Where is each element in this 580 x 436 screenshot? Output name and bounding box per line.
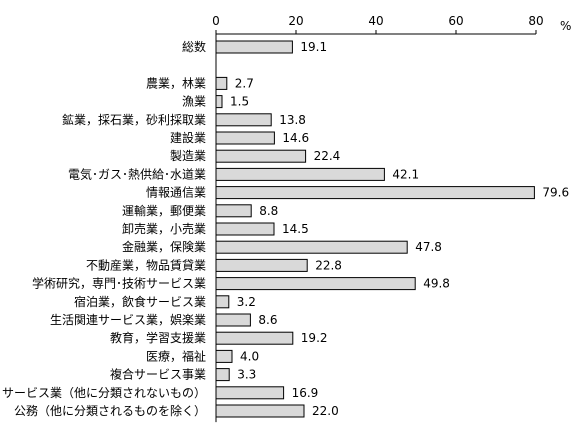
category-label: 建設業 — [170, 130, 206, 145]
value-label: 19.2 — [301, 331, 328, 345]
value-label: 8.6 — [258, 313, 277, 327]
category-label: 情報通信業 — [146, 186, 206, 200]
unit-label: % — [560, 19, 571, 33]
category-label: 鉱業，採石業，砂利採取業 — [62, 112, 206, 127]
tick-label: 40 — [368, 14, 383, 28]
category-label: 教育，学習支援業 — [110, 330, 206, 345]
bar — [215, 40, 293, 54]
bars — [215, 40, 535, 418]
category-label: 生活関連サービス業，娯楽業 — [50, 313, 206, 327]
value-label: 42.1 — [392, 167, 419, 181]
bar — [215, 95, 223, 109]
value-label: 47.8 — [415, 240, 442, 254]
value-label: 3.3 — [237, 368, 256, 382]
bar — [215, 368, 230, 382]
bar — [215, 131, 275, 145]
category-label: 総数 — [182, 39, 206, 54]
bar — [215, 222, 275, 236]
category-label: 学術研究，専門･技術サービス業 — [32, 276, 206, 291]
bar — [215, 313, 251, 327]
value-labels: 19.1 2.7 1.5 13.8 14.6 22.4 42.1 79.6 8.8 14.5 47.… — [230, 40, 569, 418]
bar — [215, 295, 230, 309]
bar — [215, 204, 252, 218]
category-label: 金融業，保険業 — [122, 239, 206, 254]
bar — [215, 240, 408, 254]
tick-label: 80 — [528, 14, 543, 28]
value-label: 22.0 — [312, 404, 339, 418]
category-label: 運輸業，郵便業 — [122, 203, 206, 218]
value-label: 49.8 — [423, 277, 450, 291]
category-label: 複合サービス事業 — [110, 367, 206, 382]
category-label: 漁業 — [182, 95, 206, 109]
bar — [215, 149, 307, 163]
value-label: 16.9 — [292, 386, 319, 400]
category-label: サービス業（他に分類されないもの） — [2, 386, 206, 400]
value-label: 2.7 — [235, 76, 254, 90]
value-axis-ticks: 0 20 40 60 80 — [212, 14, 544, 34]
bar — [215, 167, 385, 181]
bar — [215, 113, 272, 127]
category-label: 農業，林業 — [146, 76, 206, 90]
bar — [215, 186, 535, 200]
category-label: 卸売業，小売業 — [122, 221, 206, 236]
value-label: 1.5 — [230, 95, 249, 109]
bar — [215, 404, 305, 418]
category-labels: 総数農業，林業漁業鉱業，採石業，砂利採取業建設業製造業電気･ガス･熱供給･水道業… — [2, 39, 206, 418]
value-label: 13.8 — [279, 113, 306, 127]
bar — [215, 76, 228, 90]
value-label: 3.2 — [237, 295, 256, 309]
value-label: 14.6 — [282, 131, 309, 145]
category-label: 医療，福祉 — [146, 348, 206, 363]
category-label: 不動産業，物品賃貸業 — [86, 257, 206, 272]
category-label: 電気･ガス･熱供給･水道業 — [68, 166, 206, 181]
category-label: 製造業 — [170, 149, 206, 163]
bar — [215, 386, 285, 400]
value-label: 4.0 — [240, 349, 259, 363]
tick-label: 20 — [288, 14, 303, 28]
bar — [215, 258, 308, 272]
value-label: 8.8 — [259, 204, 278, 218]
tick-label: 60 — [448, 14, 463, 28]
value-label: 22.8 — [315, 258, 342, 272]
tick-label: 0 — [212, 14, 220, 28]
value-label: 19.1 — [300, 40, 327, 54]
category-label: 公務（他に分類されるものを除く） — [14, 403, 206, 418]
value-label: 79.6 — [542, 186, 569, 200]
category-label: 宿泊業，飲食サービス業 — [74, 294, 206, 309]
bar — [215, 331, 294, 345]
bar — [215, 277, 416, 291]
bar — [215, 349, 233, 363]
value-label: 22.4 — [314, 149, 341, 163]
value-label: 14.5 — [282, 222, 309, 236]
